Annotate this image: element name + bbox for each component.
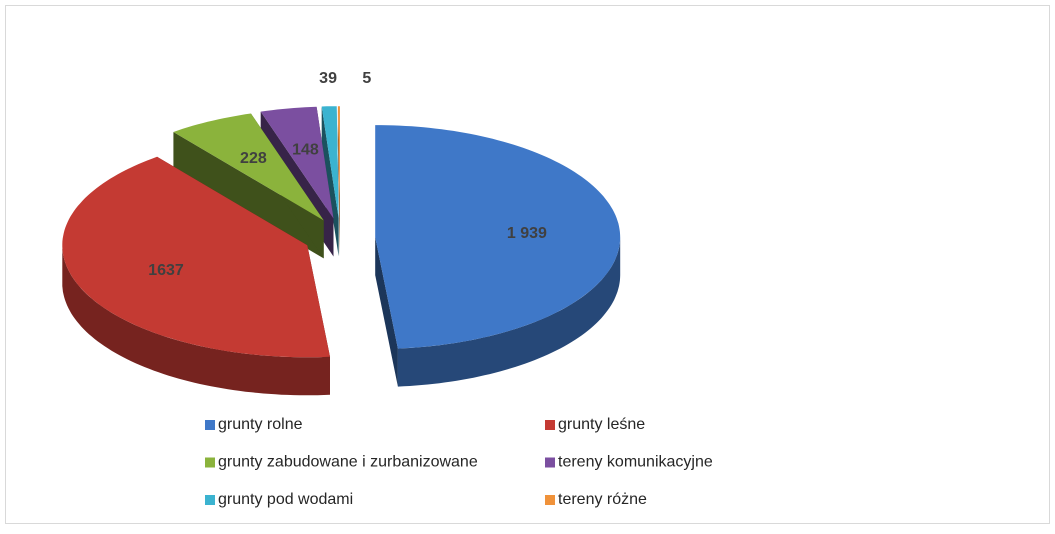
slice: [173, 113, 324, 221]
legend-swatch: [205, 457, 215, 468]
slice-wall: [397, 237, 621, 387]
legend-swatch: [205, 495, 215, 505]
legend-label: grunty rolne: [218, 416, 303, 433]
data-label: 5: [362, 70, 371, 87]
data-label: 148: [292, 142, 319, 159]
slice: [62, 156, 331, 358]
data-label: 1 939: [507, 225, 547, 242]
slice-side: [321, 106, 339, 257]
legend-label: grunty zabudowane i zurbanizowane: [218, 454, 478, 471]
data-label: 1637: [148, 262, 184, 279]
data-label: 228: [240, 150, 267, 167]
legend-swatch: [545, 457, 555, 468]
slice: [260, 106, 334, 219]
legend-label: grunty pod wodami: [218, 491, 353, 508]
slice: [375, 125, 621, 349]
slice-side: [337, 106, 340, 257]
legend-label: tereny komunikacyjne: [558, 454, 713, 471]
slice: [321, 106, 339, 219]
slice-side: [375, 237, 398, 387]
legend-swatch: [545, 420, 555, 430]
slice-wall: [62, 245, 331, 396]
slice: [337, 106, 340, 219]
slice-side: [173, 132, 324, 259]
legend-label: grunty leśne: [558, 416, 645, 433]
legend-swatch: [205, 420, 215, 430]
data-label: 39: [319, 70, 337, 87]
legend-swatch: [545, 495, 555, 505]
legend-label: tereny różne: [558, 491, 647, 508]
